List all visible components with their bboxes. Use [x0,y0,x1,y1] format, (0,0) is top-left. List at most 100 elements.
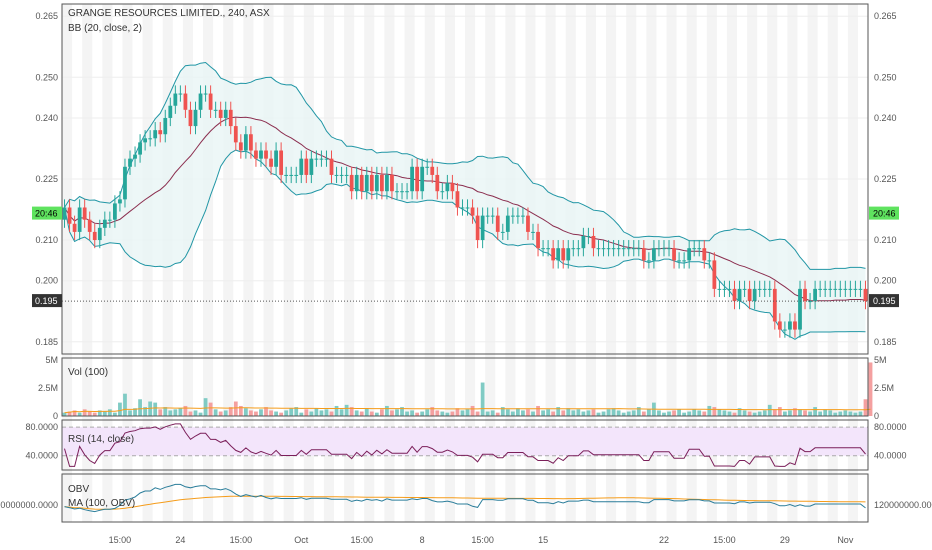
session-stripe [424,4,435,522]
countdown-tag-right: 20:46 [869,206,899,220]
candle-body [667,248,671,250]
time-tick: 15:00 [109,535,132,545]
price-tick-right: 0.185 [874,337,897,347]
candle-body [581,235,586,249]
volume-bar [82,409,87,416]
volume-bar [813,407,817,416]
volume-bar [102,411,107,416]
price-axis[interactable]: 0.265 0.265 0.250 0.250 0.240 0.240 0.225 0.225… [35,11,896,347]
price-tick-left: 0.225 [35,174,58,184]
volume-bar [526,409,530,416]
candle-body [838,288,843,290]
time-tick: 15:00 [713,535,736,545]
candle-body [445,183,450,192]
session-stripe [525,4,536,522]
session-stripe [223,4,234,522]
candle-body [621,248,626,250]
symbol-title[interactable]: GRANGE RESOURCES LIMITED., 240, ASX [68,8,270,19]
volume-bar [188,411,193,416]
volume-bar [853,412,858,416]
rsi-tick-left: 80.0000 [25,422,58,432]
volume-bar [586,410,591,416]
rsi-axis: 80.0000 80.0000 40.0000 40.0000 [25,422,906,461]
volume-tick-right: 0 [874,411,879,421]
volume-bar [254,411,258,416]
volume-bar [868,362,873,416]
candle-body [818,288,823,290]
volume-tick-left: 2.5M [38,383,58,393]
time-tick: 15 [538,535,548,545]
volume-bar [697,410,702,416]
candle-body [107,219,112,221]
last-price-label-right: 0.195 [873,296,896,306]
candle-body [762,288,767,290]
volume-bar [505,409,510,416]
volume-bar [128,410,132,416]
time-tick: Nov [837,535,854,545]
volume-bar [440,411,445,416]
rsi-legend[interactable]: RSI (14, close) [68,434,134,445]
volume-bar [198,412,203,416]
price-tick-left: 0.210 [35,235,58,245]
candle-body [536,231,540,249]
bb-legend[interactable]: BB (20, close, 2) [68,23,142,34]
candle-body [410,166,414,192]
candle-body [264,150,268,159]
candle-body [601,248,606,250]
candle-body [707,260,712,262]
volume-legend[interactable]: Vol (100) [68,367,108,378]
session-stripe [827,4,838,522]
time-axis[interactable]: 15:00 24 15:00 Oct 15:00 8 15:00 15 22 15:00 29 Nov [109,535,854,545]
volume-bar [777,407,782,416]
candle-body [490,215,495,217]
volume-bar [722,410,727,416]
volume-bar [450,411,455,416]
candle-body [566,248,571,261]
volume-bar [425,409,430,416]
session-stripe [485,4,496,522]
volume-bar [259,409,263,416]
candle-body [646,260,651,262]
time-tick: 15:00 [230,535,253,545]
candle-body [349,174,354,192]
countdown-label-right: 20:46 [873,209,896,219]
obv-legend[interactable]: OBV [68,484,89,495]
volume-bar [546,409,551,416]
candle-body [571,248,576,250]
candle-body [354,174,359,192]
volume-bar [72,410,77,416]
volume-bar [596,412,601,416]
candle-body [369,174,374,192]
session-stripe [323,4,335,522]
volume-bar [788,410,792,416]
session-stripe [807,4,818,522]
volume-bar [782,411,787,416]
candle-body [450,183,455,192]
session-stripe [404,4,415,522]
candle-body [500,231,505,233]
volume-bar [223,410,228,416]
candle-body [798,288,802,330]
price-tick-left: 0.250 [35,72,58,82]
candle-body [218,109,223,118]
candle-body [374,174,379,192]
candle-body [516,215,520,217]
price-tick-left: 0.240 [35,113,58,123]
candle-body [858,288,863,290]
volume-bar [556,407,561,416]
candle-body [813,288,817,302]
volume-bar [571,410,576,416]
volume-bar [687,411,692,416]
volume-bar [616,410,621,416]
volume-bar [672,410,676,416]
volume-bar [798,409,802,416]
candle-body [198,93,203,110]
volume-bar [67,411,72,416]
obv-ma-legend[interactable]: MA (100, OBV) [68,498,135,509]
volume-bar [601,411,606,416]
volume-bar [435,410,440,416]
volume-bars [62,362,873,416]
candle-body [118,199,122,204]
volume-bar [279,412,284,416]
